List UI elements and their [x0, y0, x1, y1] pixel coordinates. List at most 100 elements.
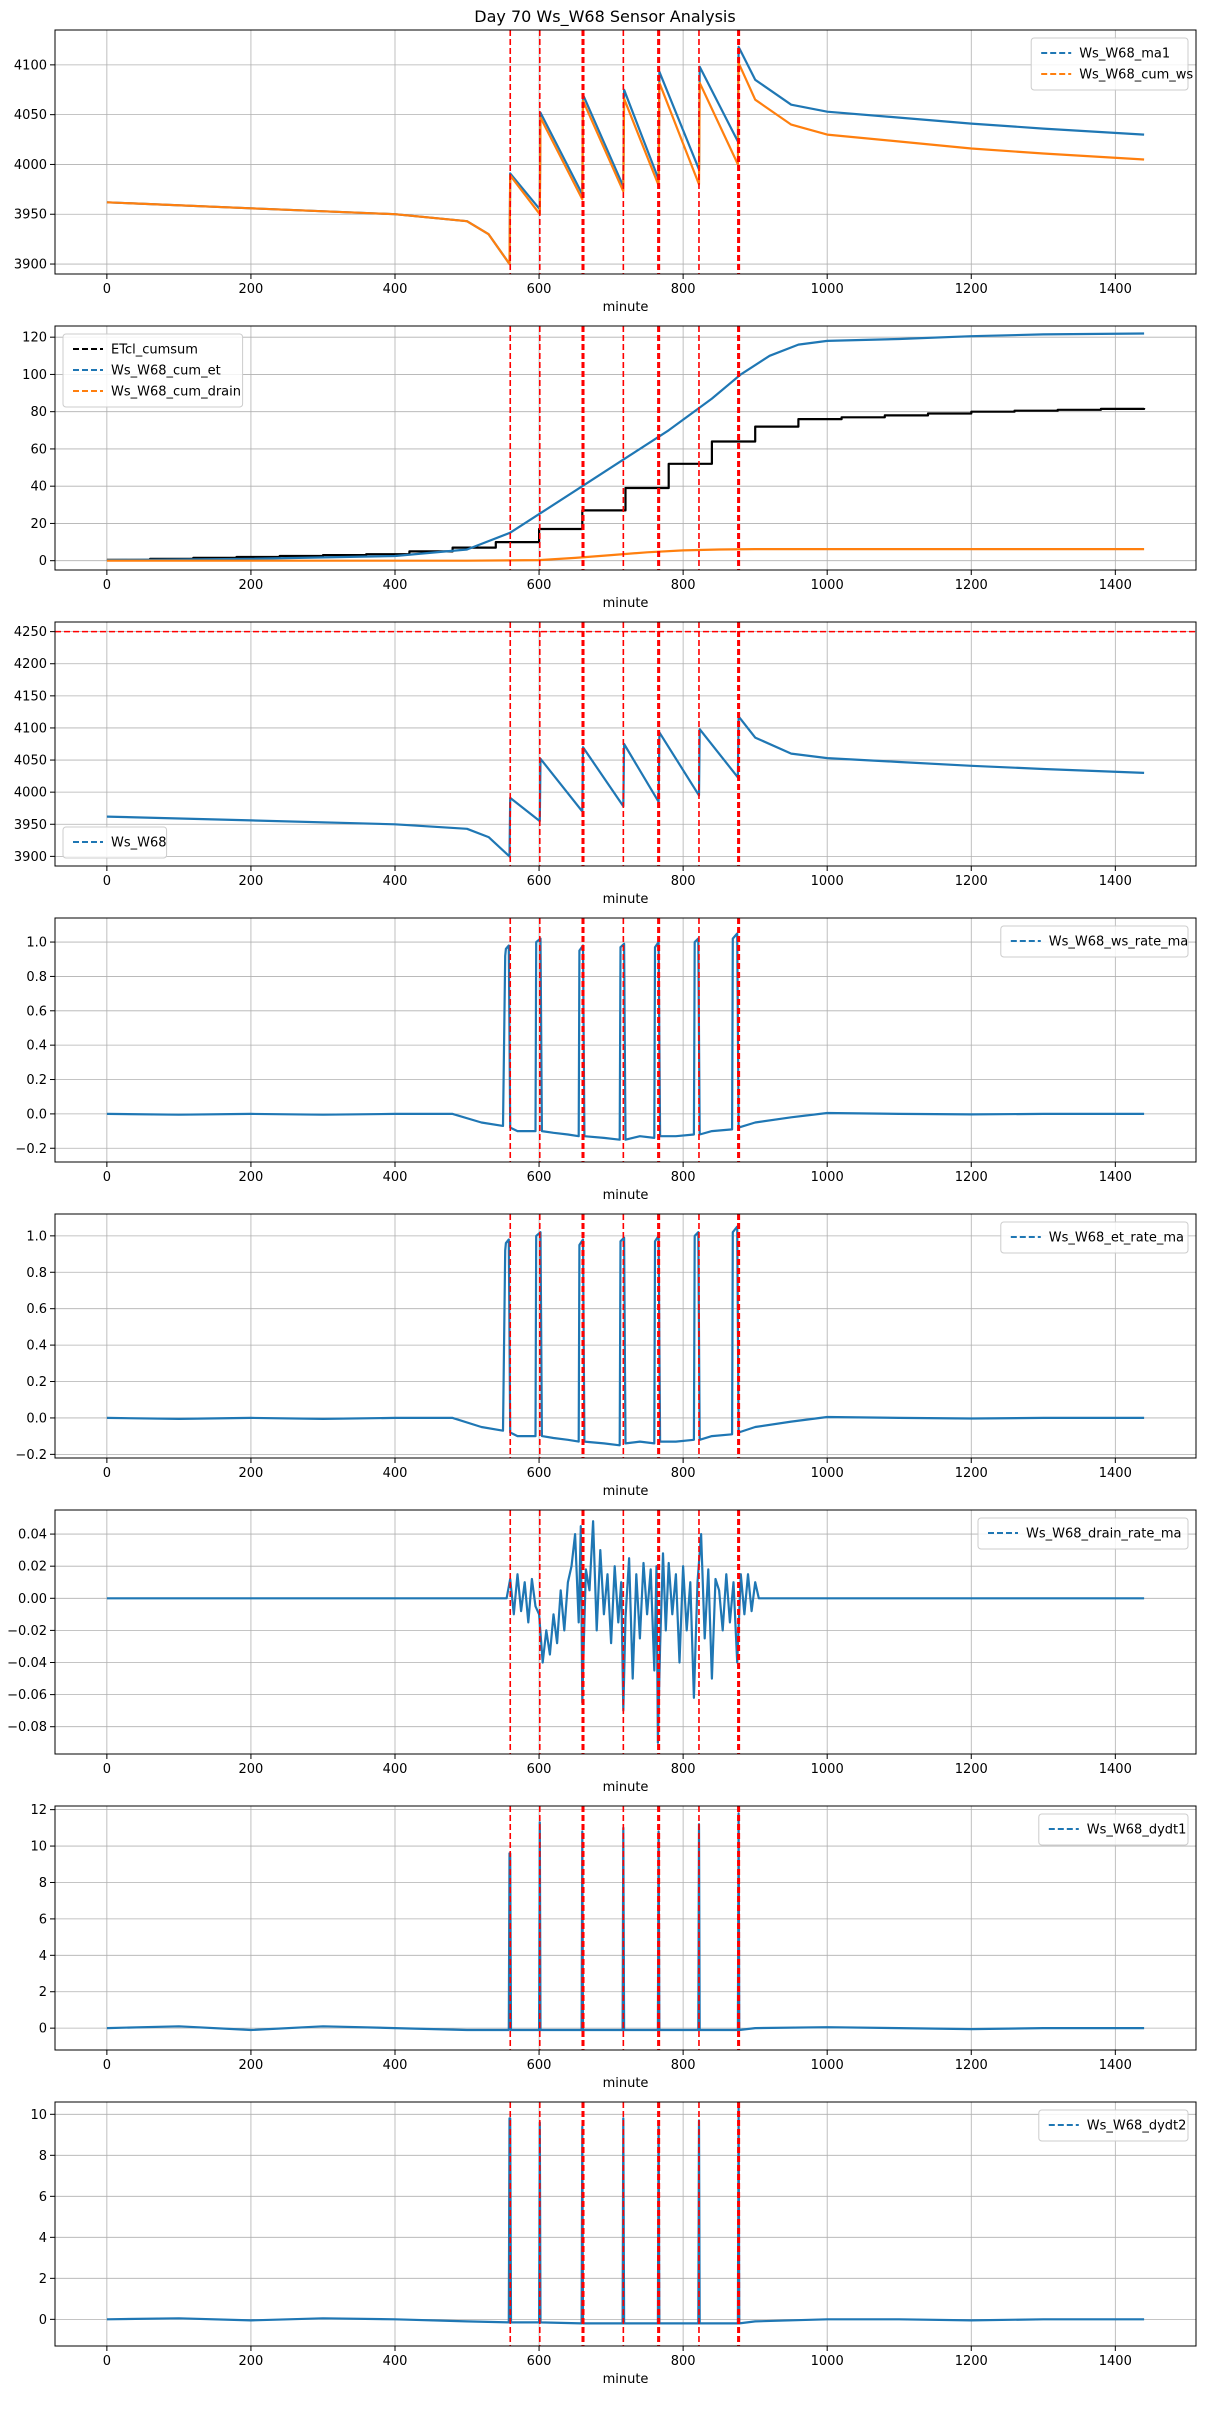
x-tick-label: 1400 [1099, 1170, 1132, 1185]
x-tick-label: 400 [383, 1762, 408, 1777]
plot-area [106, 326, 1146, 570]
series-line-Ws_W68_cum_ws [106, 61, 1145, 266]
x-tick-label: 600 [527, 1170, 552, 1185]
y-tick-label: 0.2 [26, 1073, 47, 1088]
x-axis-label: minute [603, 596, 649, 611]
y-tick-label: 4200 [14, 657, 47, 672]
y-tick-label: 6 [39, 1912, 47, 1927]
x-tick-label: 1400 [1099, 578, 1132, 593]
plot-area [106, 1510, 1145, 1754]
x-tick-label: 200 [239, 874, 264, 889]
series-line-Ws_W68_et_rate_ma [106, 1225, 1145, 1447]
x-tick-label: 1000 [811, 282, 844, 297]
legend-box [62, 826, 168, 859]
y-tick-label: 0.00 [18, 1592, 47, 1607]
x-tick-label: 1200 [955, 578, 988, 593]
y-tick-label: 4100 [14, 721, 47, 736]
x-tick-label: 800 [671, 874, 696, 889]
x-tick-label: 800 [671, 2354, 696, 2369]
subplot-5: 0 200 400 600 800 1000 1200 1400 −0.2 0.0 0.2 0.4 0.… [15, 1213, 1197, 1499]
x-tick-label: 0 [103, 2354, 111, 2369]
legend-box [1030, 37, 1189, 91]
x-tick-label: 800 [671, 1170, 696, 1185]
x-tick-label: 200 [239, 1762, 264, 1777]
legend: Ws_W68_drain_rate_ma [977, 1517, 1189, 1550]
y-tick-label: 0.04 [18, 1528, 47, 1543]
y-tick-label: 40 [30, 480, 47, 495]
legend-label: ETcl_cumsum [111, 343, 198, 358]
x-tick-label: 400 [383, 874, 408, 889]
y-tick-label: 8 [39, 2149, 47, 2164]
x-tick-label: 1000 [811, 874, 844, 889]
y-tick-label: 4050 [14, 754, 47, 769]
x-tick-label: 400 [383, 1170, 408, 1185]
y-tick-label: 0 [39, 554, 47, 569]
x-tick-label: 200 [239, 2354, 264, 2369]
legend-box [1038, 1813, 1189, 1846]
y-tick-label: −0.04 [7, 1656, 47, 1671]
x-tick-label: 800 [671, 282, 696, 297]
x-tick-label: 1200 [955, 1170, 988, 1185]
x-tick-label: 1400 [1099, 1762, 1132, 1777]
y-tick-label: 0.02 [18, 1560, 47, 1575]
plot-area [55, 622, 1196, 866]
x-tick-label: 1000 [811, 1170, 844, 1185]
x-tick-label: 1200 [955, 2058, 988, 2073]
x-tick-label: 800 [671, 2058, 696, 2073]
series-line-Ws_W68_cum_et [106, 332, 1145, 562]
y-tick-label: 2 [39, 2272, 47, 2287]
y-tick-label: −0.2 [15, 1142, 47, 1157]
y-tick-label: 4100 [14, 58, 47, 73]
y-tick-label: 0.0 [26, 1411, 47, 1426]
y-tick-label: 2 [39, 1985, 47, 2000]
y-tick-label: 4150 [14, 689, 47, 704]
x-axis-label: minute [603, 2372, 649, 2387]
y-tick-label: 8 [39, 1876, 47, 1891]
x-tick-label: 800 [671, 1466, 696, 1481]
y-tick-label: 4000 [14, 786, 47, 801]
x-axis-label: minute [603, 1188, 649, 1203]
subplot-7: 0 200 400 600 800 1000 1200 1400 0 2 4 6 8 10 12 minute… [30, 1803, 1197, 2091]
y-tick-label: 0 [39, 2022, 47, 2037]
x-tick-label: 1200 [955, 1762, 988, 1777]
legend: Ws_W68_ma1 Ws_W68_cum_ws [1030, 37, 1193, 91]
x-tick-label: 1400 [1099, 2058, 1132, 2073]
subplot-1: 0 200 400 600 800 1000 1200 1400 3900 3950 4000 405… [14, 29, 1197, 315]
legend-label: Ws_W68_et_rate_ma [1049, 1231, 1184, 1246]
subplot-6: 0 200 400 600 800 1000 1200 1400 −0.08 −0.06 −0.04… [7, 1509, 1197, 1795]
x-tick-label: 0 [103, 1762, 111, 1777]
y-tick-label: 10 [30, 1840, 47, 1855]
y-tick-label: 0.8 [26, 1266, 47, 1281]
y-tick-label: −0.2 [15, 1448, 47, 1463]
plot-area [106, 2102, 1145, 2346]
legend: Ws_W68_dydt2 [1038, 2109, 1189, 2142]
legend-label: Ws_W68_ws_rate_ma [1049, 935, 1188, 950]
legend-box [977, 1517, 1189, 1550]
y-tick-label: 120 [22, 331, 47, 346]
x-tick-label: 800 [671, 578, 696, 593]
y-tick-label: 0.6 [26, 1302, 47, 1317]
x-tick-label: 800 [671, 1762, 696, 1777]
y-tick-label: 3950 [14, 208, 47, 223]
y-tick-label: 1.0 [26, 936, 47, 951]
x-tick-label: 1400 [1099, 282, 1132, 297]
legend-label: Ws_W68_cum_et [111, 364, 221, 379]
axes-frame [54, 1805, 1197, 2051]
series-line-Ws_W68_ws_rate_ma [106, 932, 1145, 1141]
axes-frame [54, 621, 1197, 867]
subplot-2: 0 200 400 600 800 1000 1200 1400 0 20 40 60 80 100 120… [22, 325, 1197, 611]
legend-label: Ws_W68_cum_ws [1079, 68, 1193, 83]
axes-frame [54, 1213, 1197, 1459]
series-line-ETcl_cumsum [106, 407, 1146, 561]
x-axis-label: minute [603, 892, 649, 907]
plot-area [106, 1214, 1145, 1458]
x-tick-label: 1200 [955, 282, 988, 297]
y-tick-label: 0.4 [26, 1039, 47, 1054]
x-tick-label: 1200 [955, 1466, 988, 1481]
y-tick-label: 4 [39, 1949, 47, 1964]
x-tick-label: 400 [383, 2058, 408, 2073]
x-tick-label: 0 [103, 874, 111, 889]
axes-frame [54, 2101, 1197, 2347]
